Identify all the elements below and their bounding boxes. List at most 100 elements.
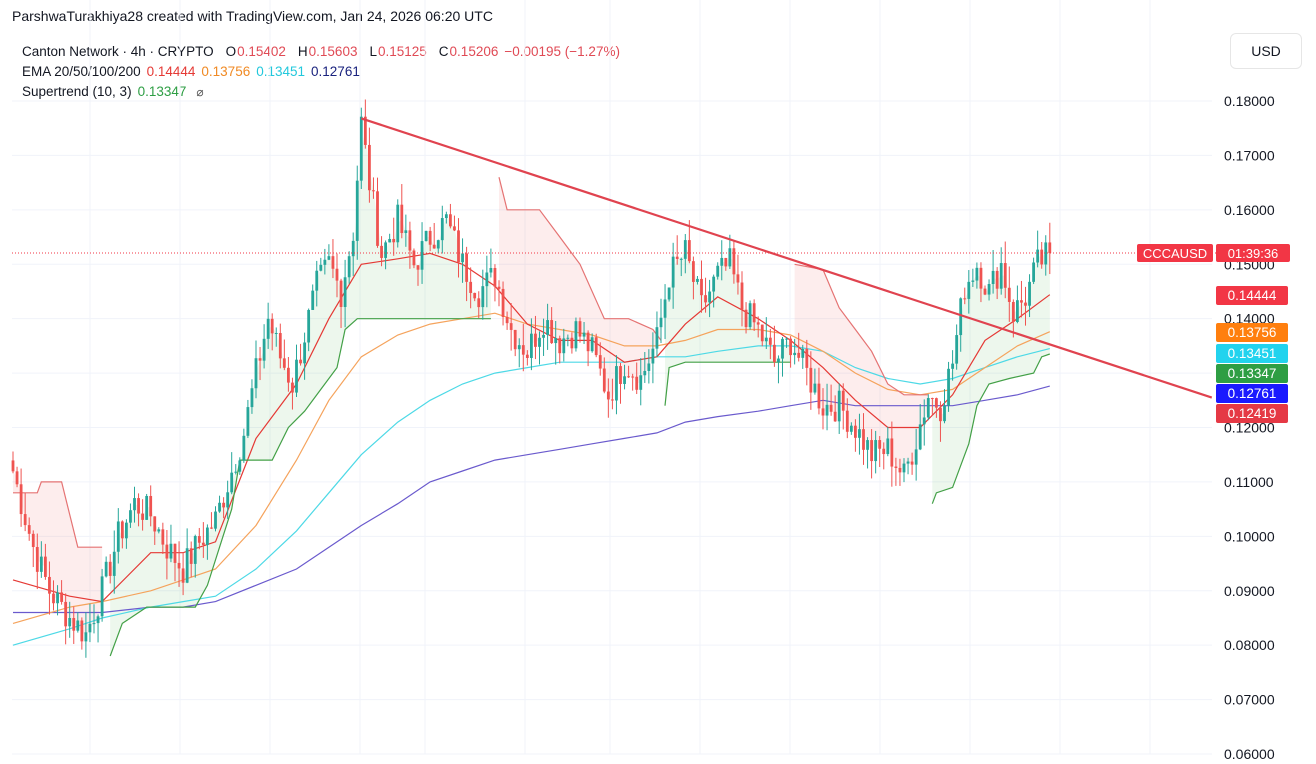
candle-body xyxy=(538,337,541,347)
candle-body xyxy=(501,288,505,317)
candle-body xyxy=(376,191,379,246)
legend-high-label: H xyxy=(297,44,308,59)
price-tick-label: 0.14000 xyxy=(1224,311,1275,327)
candle-body xyxy=(1048,242,1052,254)
candle-body xyxy=(210,527,213,529)
currency-button[interactable]: USD xyxy=(1230,33,1302,69)
candle-body xyxy=(52,593,55,604)
candle-body xyxy=(704,295,707,303)
candle-body xyxy=(813,383,817,393)
candle-body xyxy=(926,398,930,418)
candle-body xyxy=(473,292,477,299)
candle-body xyxy=(282,358,286,368)
candle-body xyxy=(31,533,35,548)
price-badge-label: 0.13451 xyxy=(1228,346,1277,361)
candle-body xyxy=(979,267,983,289)
candle-body xyxy=(1032,262,1035,282)
candle-body xyxy=(238,460,242,472)
price-badge-label: 0.13347 xyxy=(1228,366,1277,381)
candle-body xyxy=(732,248,736,275)
candle-body xyxy=(408,230,412,251)
supertrend-down-line xyxy=(498,177,662,341)
candle-body xyxy=(149,495,153,517)
candle-body xyxy=(647,363,651,371)
candle-body xyxy=(424,230,428,242)
candle-body xyxy=(278,333,282,359)
candle-body xyxy=(444,214,448,219)
candle-body xyxy=(906,461,910,464)
candle-body xyxy=(578,321,582,337)
ema50-line xyxy=(12,312,1051,624)
candle-body xyxy=(914,449,918,465)
candle-body xyxy=(169,543,173,559)
candle-body xyxy=(679,258,683,260)
candle-body xyxy=(363,116,367,145)
candle-body xyxy=(631,376,635,378)
candle-body xyxy=(943,405,946,422)
candle-body xyxy=(327,256,331,260)
candle-body xyxy=(874,440,878,462)
legend-ema-label[interactable]: EMA 20/50/100/200 xyxy=(22,64,141,79)
candle-body xyxy=(39,556,43,572)
legend-low-label: L xyxy=(369,44,377,59)
candle-body xyxy=(44,556,47,577)
candle-body xyxy=(841,390,845,411)
candle-body xyxy=(882,448,886,455)
price-badge xyxy=(1216,344,1288,363)
candle-body xyxy=(598,355,602,369)
legend-supertrend-value: 0.13347 xyxy=(137,84,187,99)
price-badge xyxy=(1216,323,1288,342)
last-price-line: CCCAUSD xyxy=(12,244,1216,263)
legend-close-label: C xyxy=(438,44,449,59)
candle-body xyxy=(112,551,116,576)
candle-body xyxy=(27,525,31,534)
candle-body xyxy=(1007,287,1011,302)
candle-body xyxy=(845,410,849,432)
candle-body xyxy=(509,323,513,330)
candle-body xyxy=(837,390,841,422)
candle-body xyxy=(384,242,387,258)
candle-body xyxy=(793,352,797,356)
candle-body xyxy=(627,376,630,378)
legend-supertrend-row: Supertrend (10, 3) 0.13347 ⌀ xyxy=(22,82,626,102)
candle-body xyxy=(1028,281,1031,306)
candle-body xyxy=(773,344,776,363)
legend-symbol[interactable]: Canton Network · 4h · CRYPTO xyxy=(22,44,214,59)
legend-high-value: 0.15603 xyxy=(308,44,358,59)
candle-body xyxy=(120,521,124,539)
supertrend-up-line xyxy=(664,361,791,406)
candle-body xyxy=(554,338,558,344)
candle-body xyxy=(687,240,691,262)
descending-trendline[interactable] xyxy=(360,117,1213,399)
candle-body xyxy=(785,338,788,340)
candle-body xyxy=(351,240,355,257)
candle-body xyxy=(72,618,76,631)
candle-body xyxy=(303,342,306,364)
legend-open-value: 0.15402 xyxy=(237,44,286,59)
candle-body xyxy=(497,286,501,289)
trendline[interactable] xyxy=(360,117,1213,399)
candle-body xyxy=(712,276,716,292)
candle-body xyxy=(1020,300,1023,303)
candle-body xyxy=(400,204,404,234)
candle-body xyxy=(886,438,890,455)
candle-body xyxy=(372,190,375,192)
candle-body xyxy=(1024,302,1027,306)
supertrend-lines xyxy=(13,177,1050,657)
candle-body xyxy=(740,282,744,310)
candle-body xyxy=(137,498,140,514)
price-axis[interactable]: 0.180000.170000.160000.150000.140000.130… xyxy=(1224,93,1275,762)
candle-body xyxy=(967,281,971,299)
candle-body xyxy=(343,277,347,307)
candle-body xyxy=(975,267,979,281)
price-badge xyxy=(1216,286,1288,305)
chart-attribution: ParshwaTurakhiya28 created with TradingV… xyxy=(12,8,493,24)
candle-body xyxy=(339,280,343,307)
legend-supertrend-label[interactable]: Supertrend (10, 3) xyxy=(22,84,132,99)
hidden-eye-icon[interactable]: ⌀ xyxy=(196,85,204,99)
candle-body xyxy=(489,268,493,273)
candle-body xyxy=(805,348,809,368)
candle-body xyxy=(639,375,643,390)
candle-body xyxy=(432,244,436,249)
